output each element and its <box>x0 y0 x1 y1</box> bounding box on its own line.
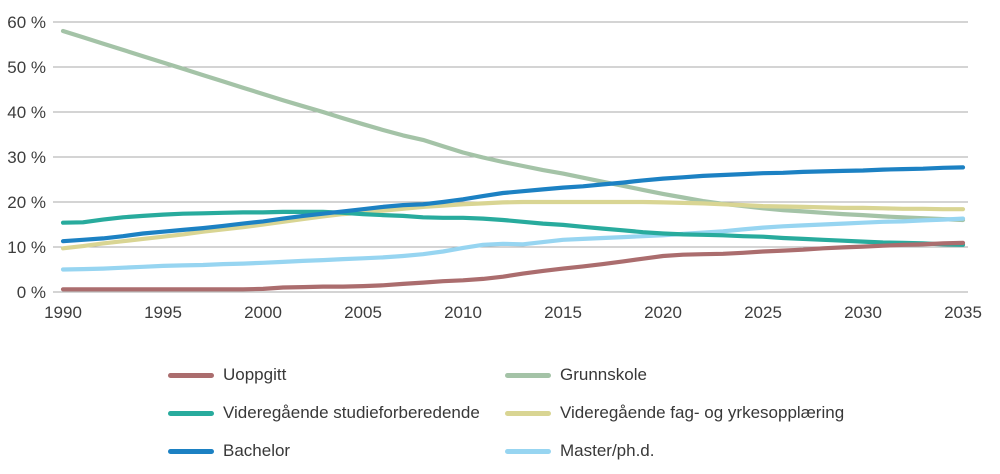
legend-swatch-grunnskole <box>505 372 551 378</box>
legend-swatch-uoppgitt <box>168 372 214 378</box>
x-axis-tick-label: 2025 <box>744 303 782 322</box>
y-axis-tick-label: 30 % <box>7 148 46 167</box>
y-axis-tick-label: 50 % <box>7 58 46 77</box>
legend-swatch-videreg-ende-studieforberedende <box>168 410 214 416</box>
legend-item-master-ph-d: Master/ph.d. <box>505 432 844 470</box>
legend-swatch-bachelor <box>168 448 214 454</box>
line-chart: 0 % 10 % 20 % 30 % 40 % 50 % 60 % 1990 1995 2000 2… <box>7 13 982 322</box>
x-axis-tick-label: 2035 <box>944 303 982 322</box>
legend-label: Bachelor <box>223 441 291 460</box>
y-axis-tick-label: 0 % <box>17 283 46 302</box>
x-axis-tick-label: 2030 <box>844 303 882 322</box>
x-axis-tick-label: 2005 <box>344 303 382 322</box>
legend-column-1: Grunnskole Videregående fag- og yrkesoppl… <box>505 356 844 470</box>
legend-label: Master/ph.d. <box>560 441 655 460</box>
y-axis-tick-label: 60 % <box>7 13 46 32</box>
legend-item-videreg-ende-studieforberedende: Videregående studieforberedende <box>168 394 480 432</box>
legend-item-uoppgitt: Uoppgitt <box>168 356 480 394</box>
series-line-bachelor <box>60 165 966 244</box>
series-line-videreg-ende-studieforberedende <box>60 209 966 247</box>
y-axis-tick-label: 40 % <box>7 103 46 122</box>
x-axis-tick-label: 1995 <box>144 303 182 322</box>
legend-label: Videregående fag- og yrkesopplæring <box>560 403 845 422</box>
legend-swatch-videreg-ende-fag-og-yrkesoppl-ring <box>505 410 551 416</box>
series-line-videreg-ende-fag-og-yrkesoppl-ring <box>60 199 966 251</box>
x-axis-tick-label: 2010 <box>444 303 482 322</box>
series-line-grunnskole <box>60 28 966 223</box>
y-axis-tick-label: 20 % <box>7 193 46 212</box>
legend-item-bachelor: Bachelor <box>168 432 480 470</box>
x-axis-tick-label: 2020 <box>644 303 682 322</box>
x-axis-tick-label: 2015 <box>544 303 582 322</box>
legend-item-grunnskole: Grunnskole <box>505 356 844 394</box>
series-line-master-ph-d <box>60 216 966 272</box>
legend-label: Uoppgitt <box>223 365 287 384</box>
chart-legend: Uoppgitt Videregående studieforberedende B… <box>0 356 1000 474</box>
legend-label: Grunnskole <box>560 365 647 384</box>
series-line-uoppgitt <box>60 240 966 292</box>
legend-label: Videregående studieforberedende <box>223 403 480 422</box>
legend-column-0: Uoppgitt Videregående studieforberedende B… <box>168 356 480 470</box>
x-axis-tick-label: 1990 <box>44 303 82 322</box>
legend-item-videreg-ende-fag-og-yrkesoppl-ring: Videregående fag- og yrkesopplæring <box>505 394 844 432</box>
x-axis-tick-label: 2000 <box>244 303 282 322</box>
y-axis-tick-label: 10 % <box>7 238 46 257</box>
legend-swatch-master-ph-d <box>505 448 551 454</box>
